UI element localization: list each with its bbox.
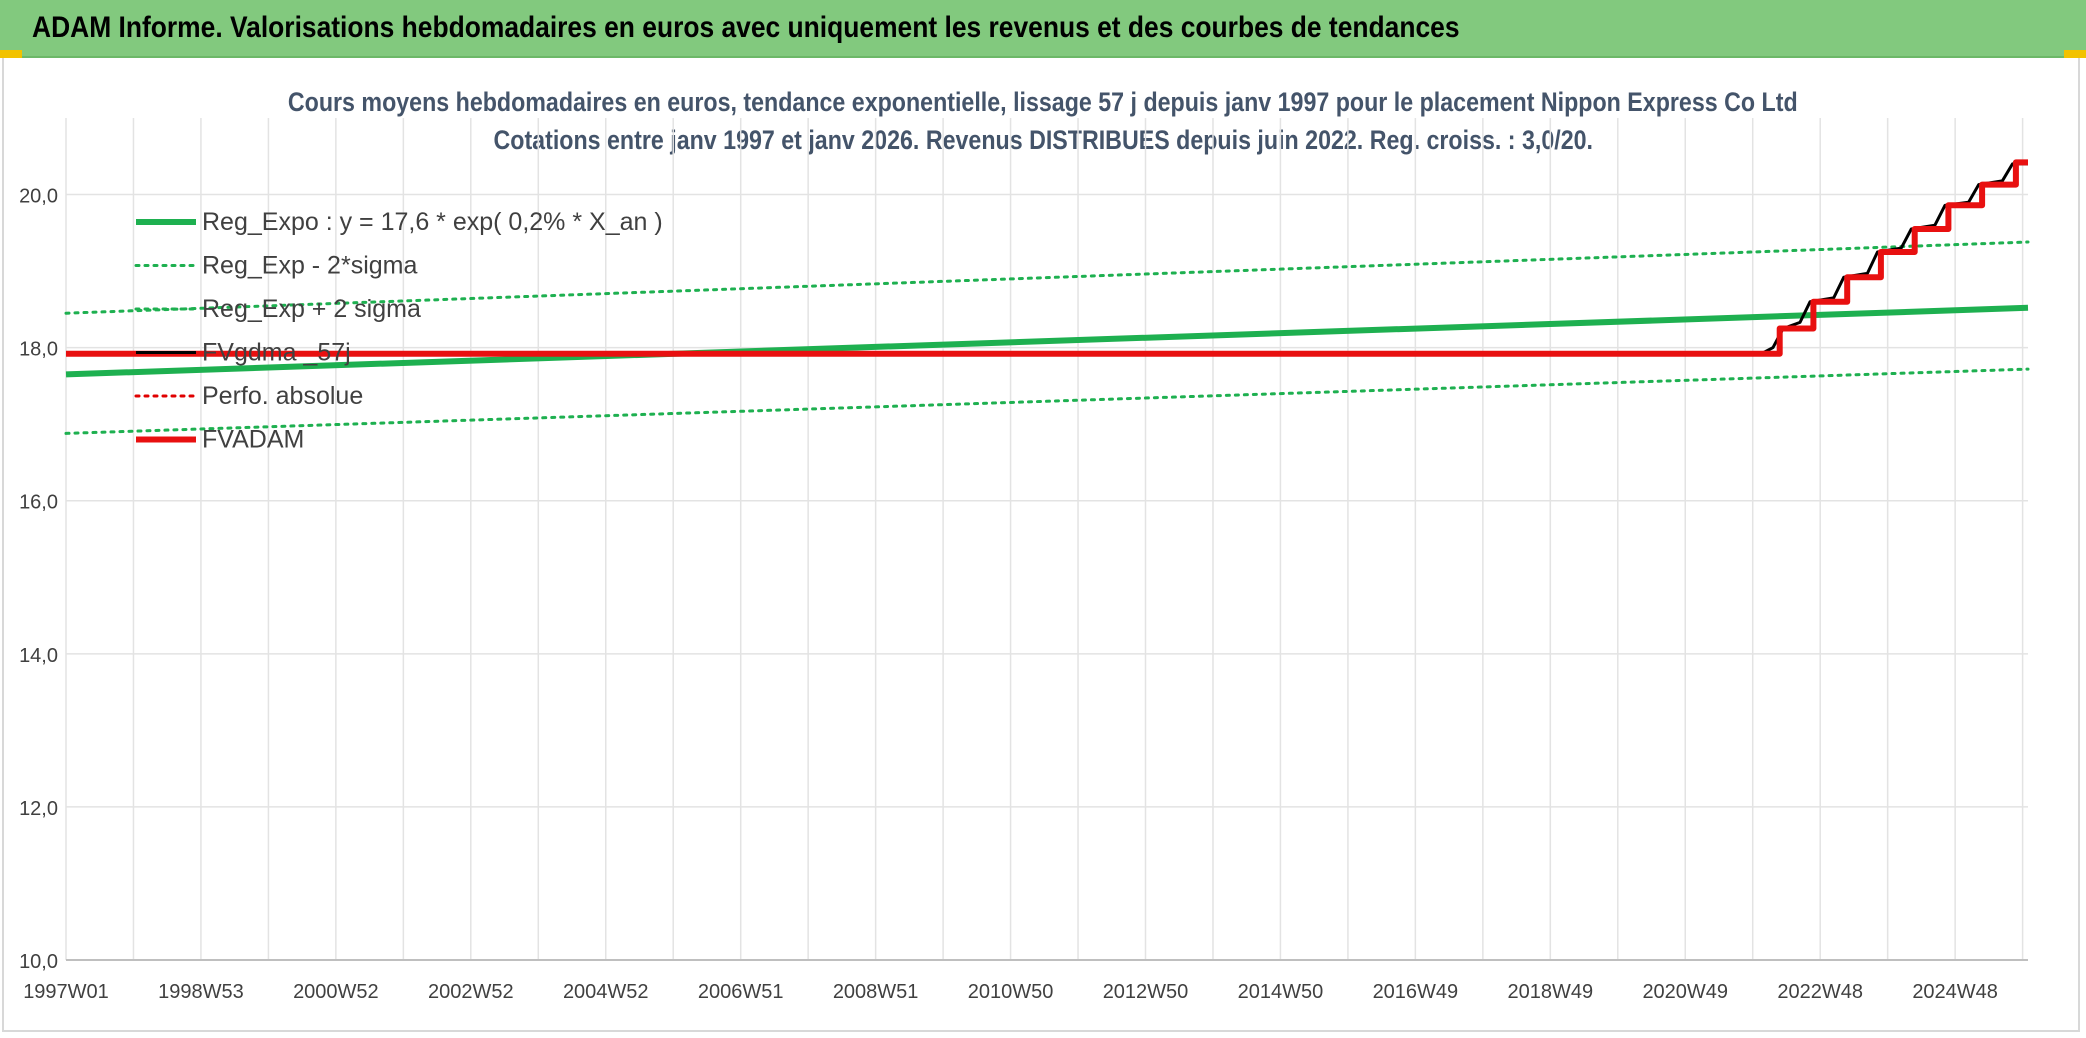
series-line-1 (64, 367, 2030, 435)
x-tick-label: 2002W52 (428, 981, 514, 1003)
report-banner: ADAM Informe. Valorisations hebdomadaire… (0, 0, 2086, 58)
x-tick-label: 2024W48 (1912, 981, 1998, 1003)
x-tick-label: 2014W50 (1238, 981, 1324, 1003)
series-line-0 (65, 304, 2029, 378)
x-tick-label: 1998W53 (158, 981, 244, 1003)
y-tick-label: 12,0 (19, 798, 58, 820)
y-tick-label: 14,0 (19, 645, 58, 667)
chart-title: Cours moyens hebdomadaires en euros, ten… (288, 87, 1798, 117)
legend-label: Perfo. absolue (202, 382, 363, 410)
y-tick-label: 16,0 (19, 492, 58, 514)
x-tick-label: 2016W49 (1373, 981, 1459, 1003)
report-title: ADAM Informe. Valorisations hebdomadaire… (32, 11, 1460, 44)
legend-label: Reg_Exp - 2*sigma (202, 252, 417, 280)
series-line-5 (66, 159, 2028, 357)
y-tick-label: 10,0 (19, 951, 58, 973)
x-tick-label: 2020W49 (1642, 981, 1728, 1003)
legend-label: FVgdma _57j (202, 339, 351, 367)
legend-label: FVADAM (202, 426, 304, 454)
x-tick-label: 2018W49 (1508, 981, 1594, 1003)
legend-label: Reg_Exp + 2 sigma (202, 295, 421, 323)
corner-mark-top-left (0, 50, 22, 58)
x-tick-label: 2006W51 (698, 981, 784, 1003)
x-tick-label: 2004W52 (563, 981, 649, 1003)
corner-mark-top-right (2064, 50, 2086, 58)
x-tick-label: 2010W50 (968, 981, 1054, 1003)
x-tick-label: 2000W52 (293, 981, 379, 1003)
y-tick-label: 20,0 (19, 186, 58, 208)
chart-subtitle: Cotations entre janv 1997 et janv 2026. … (493, 125, 1593, 155)
x-tick-label: 2012W50 (1103, 981, 1189, 1003)
y-tick-label: 18,0 (19, 339, 58, 361)
x-tick-label: 1997W01 (23, 981, 109, 1003)
x-tick-label: 2022W48 (1777, 981, 1863, 1003)
series-line-2 (64, 240, 2030, 315)
x-tick-label: 2008W51 (833, 981, 919, 1003)
chart-frame (2, 58, 2080, 1032)
legend-label: Reg_Expo : y = 17,6 * exp( 0,2% * X_an ) (202, 208, 663, 236)
